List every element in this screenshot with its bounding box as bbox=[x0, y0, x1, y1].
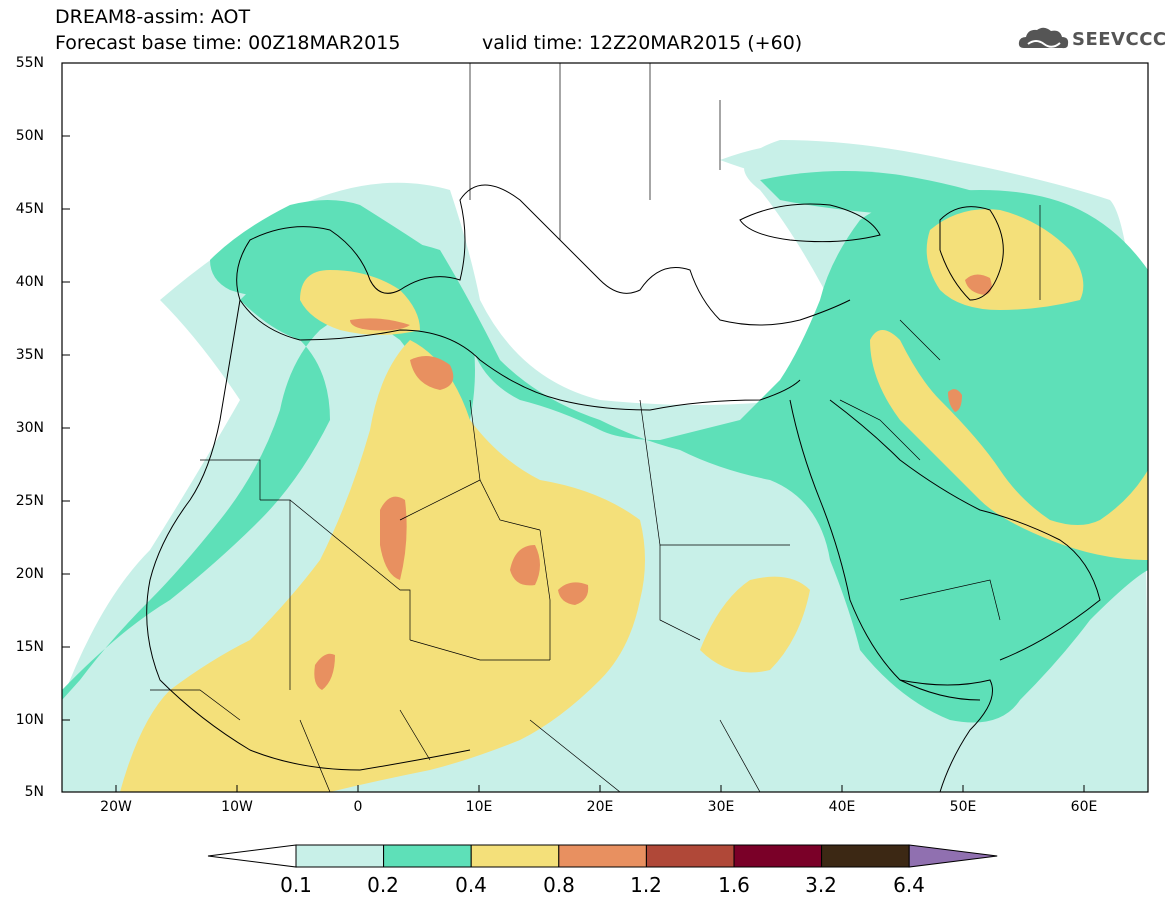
lon-label-40e: 40E bbox=[828, 799, 856, 815]
aot-region-0.4-sudan bbox=[700, 576, 810, 673]
colorbar-label-0.1: 0.1 bbox=[280, 873, 312, 897]
coastline-africa-west bbox=[146, 299, 471, 771]
country-borders bbox=[150, 63, 1041, 792]
colorbar-label-1.2: 1.2 bbox=[630, 873, 662, 897]
lat-label-55n: 55N bbox=[15, 55, 44, 71]
aot-region-0.8-chad bbox=[510, 545, 540, 586]
lat-label-15n: 15N bbox=[15, 639, 44, 655]
lon-label-30e: 30E bbox=[707, 799, 735, 815]
coastline-horn bbox=[899, 679, 993, 792]
colorbar-label-0.2: 0.2 bbox=[367, 873, 399, 897]
aot-region-0.4-caspian bbox=[926, 209, 1084, 310]
aot-region-0.8-hoggar bbox=[380, 496, 407, 580]
lat-label-25n: 25N bbox=[15, 493, 44, 509]
title-line-2: Forecast base time: 00Z18MAR2015 bbox=[55, 32, 401, 54]
lon-label-20e: 20E bbox=[586, 799, 614, 815]
logo-text: SEEVCCC bbox=[1072, 29, 1165, 50]
coastline-blacksea bbox=[739, 203, 881, 243]
lon-label-10w: 10W bbox=[221, 799, 253, 815]
seevccc-logo: SEEVCCC bbox=[1016, 24, 1165, 54]
lon-label-20w: 20W bbox=[100, 799, 132, 815]
aot-region-0.4-iberia bbox=[300, 270, 420, 335]
coastline-arabia bbox=[829, 399, 1101, 661]
lon-label-50e: 50E bbox=[949, 799, 977, 815]
valid-time: valid time: 12Z20MAR2015 (+60) bbox=[482, 32, 803, 54]
lon-label-0: 0 bbox=[353, 799, 363, 815]
aot-region-0.8-algeria bbox=[410, 356, 454, 390]
aot-fields bbox=[62, 140, 1148, 792]
map-ticks bbox=[62, 62, 1085, 793]
lat-label-30n: 30N bbox=[15, 420, 44, 436]
coastline-redsea bbox=[789, 399, 981, 701]
aot-region-0.8-atlas bbox=[350, 318, 410, 331]
coastline-caspian bbox=[939, 206, 1004, 301]
lat-label-10n: 10N bbox=[15, 712, 44, 728]
lon-label-60e: 60E bbox=[1070, 799, 1098, 815]
aot-region-0.4-sahara bbox=[120, 340, 645, 792]
lat-label-45n: 45N bbox=[15, 201, 44, 217]
colorbar-label-3.2: 3.2 bbox=[805, 873, 837, 897]
colorbar-label-0.8: 0.8 bbox=[543, 873, 575, 897]
lat-label-50n: 50N bbox=[15, 128, 44, 144]
coastline-africa-north bbox=[239, 299, 801, 411]
lat-label-35n: 35N bbox=[15, 347, 44, 363]
title-line-1: DREAM8-assim: AOT bbox=[55, 6, 251, 28]
aot-region-0.8-caspian bbox=[965, 274, 992, 295]
cloud-icon bbox=[1018, 27, 1069, 49]
colorbar-label-6.4: 6.4 bbox=[893, 873, 925, 897]
colorbar-label-0.4: 0.4 bbox=[455, 873, 487, 897]
aot-region-0.8-libya-south bbox=[558, 582, 589, 605]
lat-label-20n: 20N bbox=[15, 566, 44, 582]
coastline-europe bbox=[236, 184, 851, 326]
lon-label-10e: 10E bbox=[465, 799, 493, 815]
aot-region-0.8-iraq bbox=[948, 389, 962, 412]
lat-label-5n: 5N bbox=[24, 784, 44, 800]
lat-label-40n: 40N bbox=[15, 274, 44, 290]
coastlines bbox=[146, 184, 1101, 792]
aot-region-0.4-iran bbox=[870, 330, 1148, 560]
aot-region-0.8-mali bbox=[314, 653, 335, 690]
colorbar-label-1.6: 1.6 bbox=[718, 873, 750, 897]
aot-region-0.2-iberia bbox=[210, 200, 475, 420]
